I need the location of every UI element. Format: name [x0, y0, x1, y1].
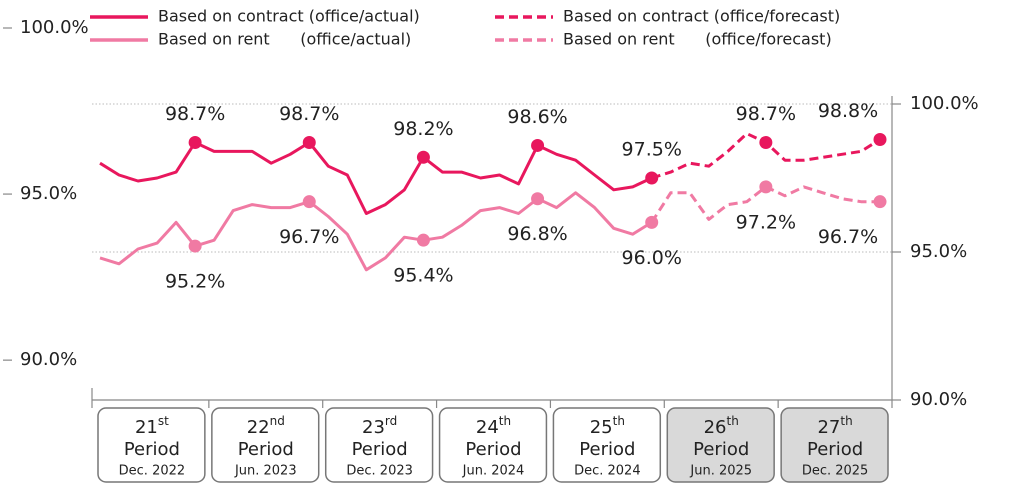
- period-ordinal: 24th: [476, 414, 511, 439]
- period-number: 21: [135, 417, 158, 438]
- data-label: 97.5%: [622, 139, 682, 161]
- period-word: Period: [124, 439, 180, 460]
- legend-label: Based on rent (office/forecast): [563, 30, 832, 49]
- data-label: 98.2%: [393, 118, 453, 140]
- period-box: [666, 407, 775, 483]
- data-label: 96.7%: [818, 226, 878, 248]
- point: [759, 135, 773, 149]
- point: [416, 233, 430, 247]
- data-label: 98.7%: [165, 103, 225, 125]
- period-date: Dec. 2024: [574, 464, 641, 479]
- period-box: [324, 407, 434, 483]
- legend-label: Based on rent (office/actual): [158, 30, 411, 49]
- period-ordinal: 23rd: [362, 414, 397, 439]
- period-number: 23: [362, 417, 385, 438]
- period-box: [97, 407, 206, 483]
- period-box: [552, 407, 662, 483]
- period-word: Period: [693, 439, 749, 460]
- period-number: 25: [590, 417, 613, 438]
- point: [188, 135, 202, 149]
- period-date: Dec. 2025: [802, 464, 869, 479]
- period-date: Dec. 2023: [346, 464, 413, 479]
- point: [188, 239, 202, 253]
- data-label: 98.8%: [818, 100, 878, 122]
- period-ordinal: 25th: [590, 414, 625, 439]
- period-number: 24: [476, 417, 499, 438]
- data-label: 98.6%: [507, 106, 567, 128]
- y2-tick-label: 100.0%: [910, 93, 979, 114]
- period-suffix: st: [158, 414, 169, 428]
- point: [302, 195, 316, 209]
- point: [531, 192, 545, 206]
- series-line: [99, 141, 653, 215]
- legend-label: Based on contract (office/forecast): [563, 7, 840, 26]
- series-line: [99, 191, 653, 272]
- data-label: 95.4%: [393, 265, 453, 287]
- y-tick-label: 100.0%: [20, 17, 89, 38]
- point: [416, 150, 430, 164]
- data-label: 97.2%: [736, 211, 796, 233]
- y2-tick-label: 90.0%: [910, 389, 967, 410]
- period-word: Period: [807, 439, 863, 460]
- data-label: 96.8%: [507, 223, 567, 245]
- period-suffix: nd: [270, 414, 285, 428]
- period-date: Dec. 2022: [119, 464, 186, 479]
- period-box: [211, 407, 320, 483]
- point: [759, 180, 773, 194]
- period-number: 26: [704, 417, 727, 438]
- data-label: 95.2%: [165, 271, 225, 293]
- point: [531, 138, 545, 152]
- period-word: Period: [579, 439, 635, 460]
- period-word: Period: [238, 439, 294, 460]
- point: [302, 135, 316, 149]
- period-ordinal: 26th: [704, 414, 739, 439]
- period-suffix: th: [499, 414, 511, 428]
- period-box: [438, 407, 548, 483]
- y-tick-label: 95.0%: [20, 183, 77, 204]
- legend-label: Based on contract (office/actual): [158, 7, 420, 26]
- period-number: 22: [247, 417, 270, 438]
- point: [873, 195, 887, 209]
- period-date: Jun. 2024: [462, 464, 525, 479]
- point: [873, 133, 887, 147]
- y-tick-label: 90.0%: [20, 349, 77, 370]
- period-suffix: th: [727, 414, 739, 428]
- period-suffix: rd: [385, 414, 397, 428]
- data-label: 98.7%: [736, 103, 796, 125]
- period-ordinal: 22nd: [247, 414, 285, 439]
- data-label: 98.7%: [279, 103, 339, 125]
- period-ordinal: 21st: [135, 414, 169, 439]
- data-label: 96.0%: [622, 247, 682, 269]
- period-date: Jun. 2023: [234, 464, 297, 479]
- period-word: Period: [465, 439, 521, 460]
- period-number: 27: [817, 417, 840, 438]
- period-box: [780, 407, 889, 483]
- period-date: Jun. 2025: [689, 464, 752, 479]
- data-label: 96.7%: [279, 226, 339, 248]
- y2-tick-label: 95.0%: [910, 241, 967, 262]
- period-word: Period: [352, 439, 408, 460]
- period-suffix: th: [840, 414, 852, 428]
- period-ordinal: 27th: [817, 414, 852, 439]
- period-suffix: th: [613, 414, 625, 428]
